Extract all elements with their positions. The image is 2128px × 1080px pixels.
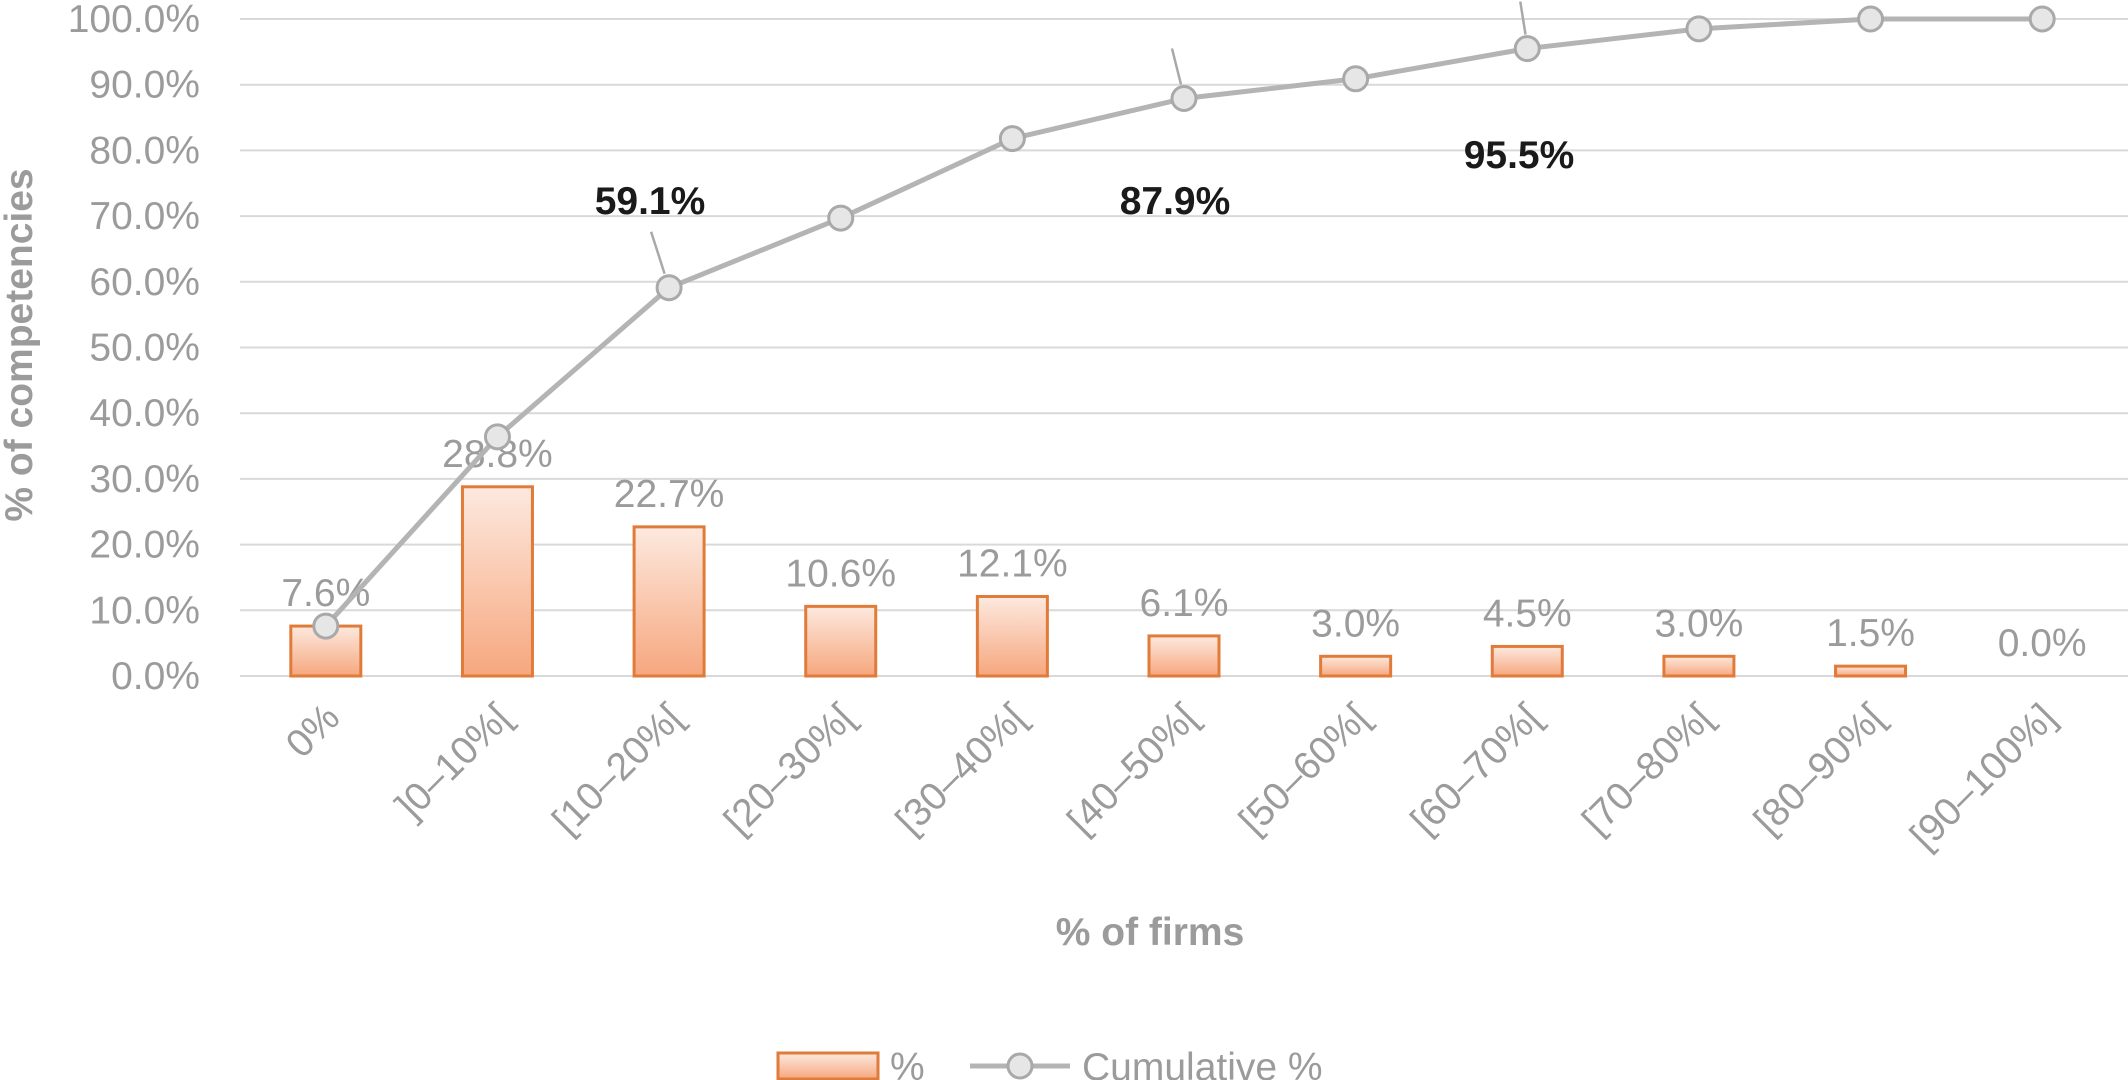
y-tick-label: 60.0% bbox=[89, 261, 200, 304]
cumulative-point bbox=[1857, 5, 1885, 33]
cumulative-point bbox=[655, 274, 683, 302]
annotation-leader bbox=[1170, 48, 1183, 85]
bar-data-label: 3.0% bbox=[1311, 602, 1400, 645]
y-tick-label: 40.0% bbox=[89, 392, 200, 435]
y-tick-label: 20.0% bbox=[89, 524, 200, 567]
x-tick-label: [10–20%[ bbox=[545, 696, 692, 843]
y-axis-ticks: 0.0% 10.0% 20.0% 30.0% 40.0% 50.0% 60.0% 70.0% 8… bbox=[68, 0, 200, 698]
bar-data-label: 3.0% bbox=[1654, 602, 1743, 645]
bar bbox=[1490, 644, 1564, 678]
x-tick-label: [60–70%[ bbox=[1403, 696, 1550, 843]
y-tick-label: 90.0% bbox=[89, 64, 200, 107]
x-tick-label: [80–90%[ bbox=[1746, 696, 1893, 843]
cumulative-point bbox=[998, 125, 1026, 153]
bar bbox=[1662, 654, 1736, 678]
annotation-leader bbox=[649, 231, 666, 275]
cumulative-point bbox=[1170, 84, 1198, 112]
x-tick-label: [20–30%[ bbox=[716, 696, 863, 843]
bars bbox=[289, 485, 1908, 678]
bar bbox=[1147, 634, 1221, 678]
bar-data-label: 12.1% bbox=[957, 543, 1068, 586]
y-tick-label: 50.0% bbox=[89, 327, 200, 370]
bar-data-label: 6.1% bbox=[1140, 582, 1229, 625]
bar-data-label: 0.0% bbox=[1998, 622, 2087, 665]
cumulative-annotation: 59.1% bbox=[595, 180, 706, 223]
bar-data-labels: 7.6%28.8%22.7%10.6% 12.1%6.1% 3.0% 4.5% 3.0%… bbox=[281, 433, 2086, 665]
cumulative-point bbox=[1685, 15, 1713, 43]
y-tick-label: 80.0% bbox=[89, 129, 200, 172]
bar bbox=[804, 604, 878, 678]
x-tick-label: ]0–10%[ bbox=[388, 696, 520, 828]
bar-data-label: 4.5% bbox=[1483, 592, 1572, 635]
x-tick-label: 0% bbox=[278, 696, 348, 766]
legend-label-bar: % bbox=[890, 1046, 925, 1080]
bar-data-label: 10.6% bbox=[785, 552, 896, 595]
x-axis-title: % of firms bbox=[1056, 911, 1245, 954]
bar bbox=[1319, 654, 1393, 678]
bar-data-label: 1.5% bbox=[1826, 612, 1915, 655]
cumulative-point bbox=[1513, 35, 1541, 63]
cumulative-annotation: 87.9% bbox=[1120, 180, 1231, 223]
cumulative-point bbox=[312, 612, 340, 640]
x-tick-label: [40–50%[ bbox=[1059, 696, 1206, 843]
bar bbox=[1834, 664, 1908, 678]
cumulative-line bbox=[312, 5, 2056, 640]
bar bbox=[632, 525, 706, 678]
x-tick-label: [50–60%[ bbox=[1231, 696, 1378, 843]
bar bbox=[975, 595, 1049, 678]
x-axis-ticks: 0% ]0–10%[[10–20%[[20–30%[[30–40%[[40–50%… bbox=[278, 696, 2065, 858]
cumulative-point bbox=[2028, 5, 2056, 33]
bar bbox=[460, 485, 534, 678]
legend: % Cumulative % bbox=[776, 1046, 1323, 1080]
y-tick-label: 70.0% bbox=[89, 195, 200, 238]
cumulative-point bbox=[483, 423, 511, 451]
bar-data-label: 22.7% bbox=[614, 473, 725, 516]
y-tick-label: 30.0% bbox=[89, 458, 200, 501]
cumulative-point bbox=[827, 204, 855, 232]
x-tick-label: [90–100%] bbox=[1902, 696, 2064, 858]
y-tick-label: 100.0% bbox=[68, 0, 200, 41]
y-tick-label: 0.0% bbox=[111, 655, 200, 698]
cumulative-annotations: 59.1% 87.9% 95.5% bbox=[595, 1, 1575, 275]
x-tick-label: [70–80%[ bbox=[1574, 696, 1721, 843]
cumulative-point bbox=[1342, 65, 1370, 93]
cumulative-annotation: 95.5% bbox=[1464, 134, 1575, 177]
x-tick-label: [30–40%[ bbox=[888, 696, 1035, 843]
legend-label-line: Cumulative % bbox=[1082, 1046, 1323, 1080]
y-axis-title: % of competencies bbox=[0, 168, 41, 521]
annotation-leader bbox=[1519, 1, 1527, 35]
gridlines bbox=[240, 18, 2128, 677]
y-tick-label: 10.0% bbox=[89, 589, 200, 632]
legend-swatch-bar bbox=[776, 1051, 880, 1080]
legend-swatch-marker bbox=[1006, 1052, 1034, 1080]
